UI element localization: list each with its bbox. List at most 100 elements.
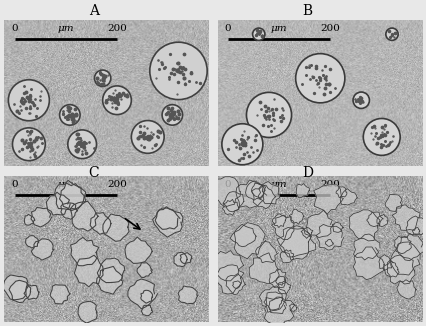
Polygon shape	[268, 297, 286, 314]
Circle shape	[94, 70, 111, 86]
Circle shape	[385, 28, 397, 40]
Text: B: B	[302, 5, 312, 18]
Polygon shape	[180, 253, 192, 263]
Polygon shape	[245, 181, 264, 200]
Polygon shape	[232, 281, 241, 289]
Polygon shape	[300, 227, 312, 238]
Polygon shape	[137, 263, 152, 277]
Polygon shape	[74, 255, 103, 287]
Polygon shape	[210, 251, 243, 281]
Polygon shape	[70, 237, 98, 266]
Circle shape	[12, 128, 45, 161]
Polygon shape	[353, 234, 379, 260]
Polygon shape	[222, 192, 243, 212]
Text: 0: 0	[11, 24, 18, 33]
Text: 200: 200	[320, 180, 340, 189]
Polygon shape	[325, 239, 332, 246]
Polygon shape	[277, 281, 290, 294]
Text: 200: 200	[107, 180, 127, 189]
Circle shape	[60, 105, 80, 125]
Polygon shape	[271, 215, 294, 240]
Circle shape	[162, 105, 182, 125]
Polygon shape	[141, 305, 152, 316]
Polygon shape	[24, 215, 35, 225]
Polygon shape	[24, 285, 39, 300]
Polygon shape	[366, 212, 382, 227]
Polygon shape	[96, 266, 123, 294]
Polygon shape	[60, 203, 77, 219]
Polygon shape	[384, 195, 401, 212]
Polygon shape	[141, 290, 152, 303]
Circle shape	[102, 86, 131, 115]
Text: A: A	[89, 5, 99, 18]
Polygon shape	[155, 207, 179, 230]
Polygon shape	[173, 252, 187, 267]
Polygon shape	[258, 182, 279, 204]
Text: 200: 200	[107, 24, 127, 33]
Polygon shape	[386, 255, 414, 284]
Circle shape	[222, 124, 262, 165]
Polygon shape	[249, 253, 279, 284]
Polygon shape	[264, 297, 294, 326]
Polygon shape	[393, 236, 410, 254]
Polygon shape	[263, 292, 282, 310]
Polygon shape	[376, 214, 387, 227]
Polygon shape	[70, 201, 98, 231]
Polygon shape	[31, 207, 52, 227]
Text: μm: μm	[271, 180, 287, 189]
Polygon shape	[55, 180, 85, 210]
Text: μm: μm	[271, 24, 287, 33]
Polygon shape	[412, 228, 419, 235]
Polygon shape	[225, 274, 245, 295]
Polygon shape	[152, 208, 182, 237]
Circle shape	[352, 92, 368, 109]
Polygon shape	[26, 236, 39, 248]
Circle shape	[252, 28, 264, 40]
Text: 0: 0	[224, 180, 231, 189]
Polygon shape	[125, 237, 152, 263]
Circle shape	[295, 54, 344, 103]
Polygon shape	[230, 224, 256, 247]
Text: D: D	[301, 166, 312, 180]
Circle shape	[363, 118, 399, 156]
Circle shape	[68, 130, 96, 159]
Polygon shape	[272, 214, 285, 228]
Polygon shape	[50, 285, 70, 304]
Circle shape	[131, 121, 164, 153]
Polygon shape	[178, 286, 198, 304]
Text: 0: 0	[224, 24, 231, 33]
Polygon shape	[288, 209, 303, 224]
Polygon shape	[276, 228, 311, 257]
Polygon shape	[280, 250, 293, 263]
Polygon shape	[46, 192, 70, 215]
Polygon shape	[210, 177, 240, 207]
Polygon shape	[268, 269, 287, 288]
Polygon shape	[90, 213, 111, 234]
Polygon shape	[251, 183, 265, 198]
Polygon shape	[296, 184, 309, 198]
Polygon shape	[289, 304, 296, 312]
Circle shape	[246, 92, 291, 138]
Polygon shape	[405, 216, 426, 235]
Polygon shape	[378, 255, 392, 270]
Polygon shape	[31, 239, 54, 260]
Polygon shape	[335, 187, 346, 198]
Polygon shape	[348, 210, 379, 241]
Polygon shape	[382, 261, 398, 277]
Polygon shape	[59, 183, 86, 211]
Polygon shape	[331, 222, 343, 232]
Polygon shape	[3, 275, 28, 300]
Polygon shape	[396, 233, 424, 261]
Polygon shape	[214, 265, 243, 294]
Text: μm: μm	[58, 180, 74, 189]
Polygon shape	[127, 279, 157, 309]
Polygon shape	[78, 301, 97, 323]
Polygon shape	[222, 200, 238, 215]
Circle shape	[150, 42, 207, 100]
Text: 0: 0	[11, 180, 18, 189]
Polygon shape	[275, 276, 285, 285]
Polygon shape	[251, 185, 275, 209]
Polygon shape	[389, 242, 419, 275]
Polygon shape	[316, 224, 343, 250]
Text: C: C	[89, 166, 99, 180]
